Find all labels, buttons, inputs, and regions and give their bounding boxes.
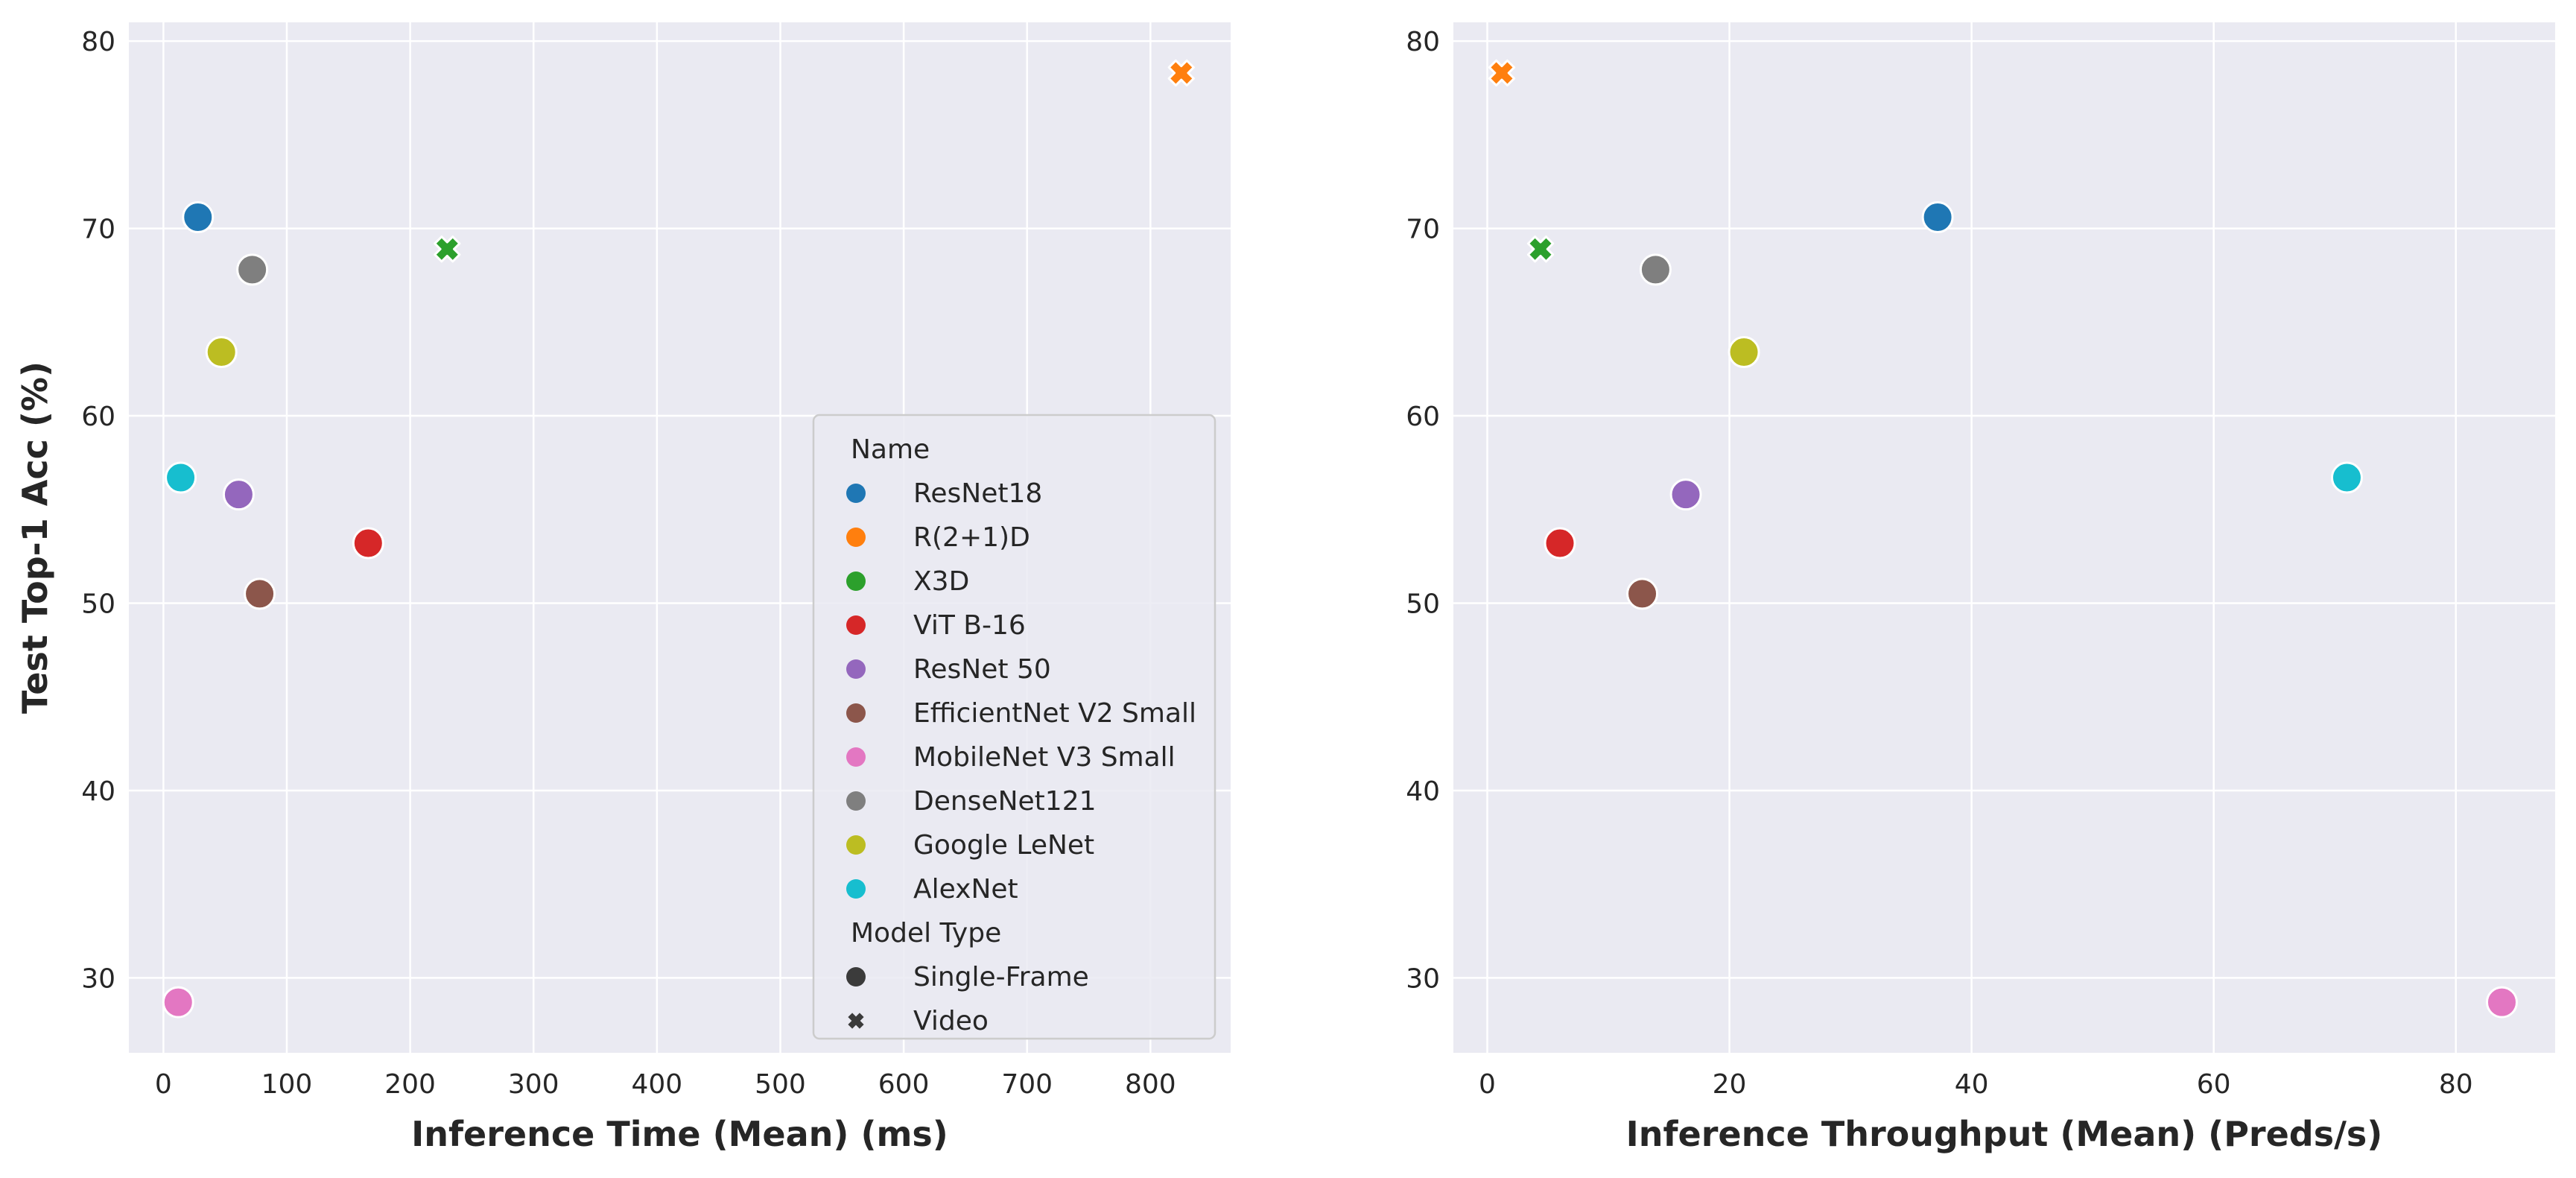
- legend-circle-marker: [846, 967, 866, 987]
- x-tick-label: 40: [1955, 1069, 1989, 1100]
- data-point: [352, 527, 384, 560]
- data-point: [244, 577, 276, 610]
- legend-title-name: Name: [851, 434, 930, 465]
- data-point: [1921, 201, 1954, 234]
- y-tick-label: 30: [81, 963, 115, 994]
- legend-marker: [846, 703, 866, 723]
- x-tick-label: 700: [1001, 1069, 1053, 1100]
- y-tick-label: 40: [81, 776, 115, 807]
- chart-panel-2: 0 20 40 60 80 30 40 50 60 70 80 Inference Throughpu…: [1406, 22, 2555, 1154]
- x-tick-label: 500: [755, 1069, 806, 1100]
- legend-title-model-type: Model Type: [851, 918, 1001, 949]
- legend-marker: [846, 879, 866, 899]
- y-tick-label: 60: [81, 402, 115, 432]
- legend-x-marker: [848, 1013, 864, 1029]
- data-point: [236, 253, 269, 286]
- legend-item-label: EfficientNet V2 Small: [913, 698, 1196, 729]
- legend-item-label: X3D: [913, 566, 969, 597]
- x-tick-label: 20: [1713, 1069, 1747, 1100]
- y-tick-label: 40: [1406, 776, 1440, 807]
- data-point: [1544, 527, 1576, 560]
- legend-item-label: ResNet 50: [913, 654, 1051, 685]
- x-tick-label: 60: [2197, 1069, 2231, 1100]
- legend-marker: [846, 747, 866, 767]
- y-tick-label: 80: [81, 27, 115, 57]
- legend-marker: [846, 528, 866, 547]
- data-point: [1526, 235, 1555, 263]
- legend-frame: [812, 414, 1216, 1040]
- data-point: [1488, 59, 1516, 87]
- legend: Name ResNet18 R(2+1)D X3D ViT B-16 ResNet 50 E…: [812, 414, 1216, 1040]
- data-point: [1728, 336, 1760, 369]
- x-tick-label: 0: [155, 1069, 172, 1100]
- x-tick-label: 300: [508, 1069, 559, 1100]
- legend-item-label: Single-Frame: [913, 962, 1089, 992]
- y-tick-label: 60: [1406, 402, 1440, 432]
- y-tick-label: 70: [81, 215, 115, 245]
- legend-marker: [846, 835, 866, 855]
- x-tick-label: 80: [2439, 1069, 2473, 1100]
- x-tick-label: 600: [878, 1069, 930, 1100]
- y-tick-label: 80: [1406, 27, 1440, 57]
- y-tick-label: 50: [81, 589, 115, 620]
- data-point: [165, 461, 197, 494]
- legend-item-label: Google LeNet: [913, 830, 1094, 861]
- data-point: [1167, 59, 1195, 87]
- x-tick-label: 0: [1479, 1069, 1496, 1100]
- data-point: [434, 235, 461, 263]
- x-axis-label: Inference Time (Mean) (ms): [411, 1114, 948, 1154]
- legend-item-label: ResNet18: [913, 478, 1042, 509]
- x-tick-label: 800: [1125, 1069, 1176, 1100]
- y-axis-label: Test Top-1 Acc (%): [15, 361, 55, 714]
- legend-item-label: Video: [913, 1006, 989, 1036]
- data-point: [205, 336, 238, 369]
- x-tick-label: 100: [261, 1069, 313, 1100]
- legend-marker: [846, 791, 866, 811]
- data-point: [1669, 478, 1702, 511]
- legend-marker: [846, 615, 866, 635]
- y-tick-label: 30: [1406, 963, 1440, 994]
- x-axis-label: Inference Throughput (Mean) (Preds/s): [1626, 1114, 2383, 1154]
- data-point: [2330, 461, 2363, 494]
- y-tick-label: 70: [1406, 215, 1440, 245]
- data-point: [1626, 577, 1659, 610]
- legend-item-label: ViT B-16: [913, 610, 1026, 641]
- y-tick-label: 50: [1406, 589, 1440, 620]
- plot-area: [1453, 22, 2555, 1053]
- legend-marker: [846, 571, 866, 591]
- data-point: [222, 478, 255, 511]
- data-point: [1639, 253, 1672, 286]
- legend-item-label: R(2+1)D: [913, 522, 1030, 553]
- legend-marker: [846, 659, 866, 679]
- data-point: [182, 201, 215, 234]
- data-point: [162, 986, 194, 1019]
- data-point: [2485, 986, 2518, 1019]
- legend-marker: [846, 484, 866, 503]
- legend-item-label: DenseNet121: [913, 786, 1097, 817]
- legend-item-label: AlexNet: [913, 874, 1018, 905]
- x-tick-label: 400: [632, 1069, 683, 1100]
- x-tick-label: 200: [384, 1069, 436, 1100]
- legend-item-label: MobileNet V3 Small: [913, 742, 1176, 773]
